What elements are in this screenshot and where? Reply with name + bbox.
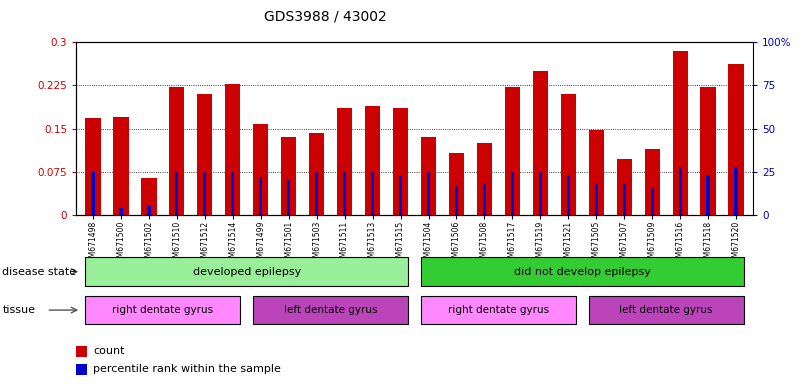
Text: GDS3988 / 43002: GDS3988 / 43002 (264, 10, 387, 23)
Bar (281, 137, 296, 215)
Text: left dentate gyrus: left dentate gyrus (619, 305, 713, 315)
Bar (455, 186, 458, 215)
Bar (533, 71, 548, 215)
Bar (449, 153, 464, 215)
Text: percentile rank within the sample: percentile rank within the sample (93, 364, 281, 374)
Bar (203, 172, 207, 215)
Bar (141, 177, 156, 215)
Bar (511, 172, 514, 215)
Bar (225, 84, 240, 215)
Bar (371, 172, 374, 215)
Bar (309, 133, 324, 215)
Text: developed epilepsy: developed epilepsy (192, 266, 301, 277)
Bar (147, 207, 151, 215)
Text: right dentate gyrus: right dentate gyrus (112, 305, 213, 315)
Bar (594, 184, 598, 215)
Bar (617, 159, 632, 215)
Bar (91, 172, 95, 215)
Bar (399, 175, 402, 215)
Bar (197, 94, 212, 215)
Text: disease state: disease state (2, 266, 77, 277)
Text: did not develop epilepsy: did not develop epilepsy (514, 266, 650, 277)
Bar (421, 137, 437, 215)
Bar (231, 172, 235, 215)
Bar (589, 130, 604, 215)
Bar (706, 175, 710, 215)
Bar (287, 180, 290, 215)
Bar (650, 187, 654, 215)
Bar (735, 167, 738, 215)
Text: tissue: tissue (2, 305, 35, 315)
Bar (169, 87, 184, 215)
Bar (119, 208, 123, 215)
Bar (483, 184, 486, 215)
Bar (253, 124, 268, 215)
Bar (365, 106, 380, 215)
Bar (259, 177, 263, 215)
Bar (673, 51, 688, 215)
Text: left dentate gyrus: left dentate gyrus (284, 305, 377, 315)
Text: count: count (93, 346, 124, 356)
Text: right dentate gyrus: right dentate gyrus (448, 305, 549, 315)
Bar (343, 172, 346, 215)
Bar (175, 172, 179, 215)
Bar (505, 87, 520, 215)
Bar (539, 172, 542, 215)
Bar (392, 109, 409, 215)
Bar (645, 149, 660, 215)
Bar (85, 118, 101, 215)
Bar (678, 167, 682, 215)
Bar (566, 175, 570, 215)
Bar (113, 117, 128, 215)
Bar (728, 64, 744, 215)
Bar (337, 109, 352, 215)
Bar (477, 143, 492, 215)
Bar (427, 172, 430, 215)
Bar (701, 87, 716, 215)
Bar (315, 172, 318, 215)
Bar (622, 184, 626, 215)
Bar (561, 94, 576, 215)
